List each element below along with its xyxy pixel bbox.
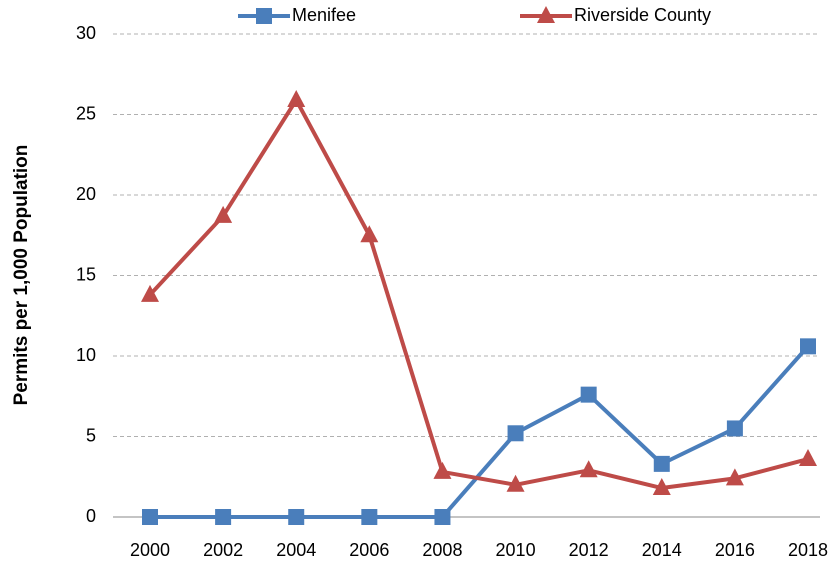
x-tick-label: 2014 <box>642 540 682 560</box>
y-tick-label: 10 <box>76 345 96 365</box>
marker <box>579 460 598 478</box>
x-tick-label: 2000 <box>130 540 170 560</box>
y-tick-label: 20 <box>76 184 96 204</box>
series-line <box>150 345 810 519</box>
y-tick-label: 0 <box>86 506 96 526</box>
y-tick-label: 15 <box>76 264 96 284</box>
marker <box>652 478 671 496</box>
x-tick-label: 2018 <box>788 540 828 560</box>
legend-label: Riverside County <box>574 5 711 25</box>
marker <box>256 8 272 24</box>
marker <box>361 509 378 525</box>
marker <box>799 449 817 467</box>
marker <box>537 6 555 23</box>
marker <box>142 509 158 525</box>
marker <box>141 284 159 302</box>
marker <box>580 386 597 403</box>
x-tick-label: 2016 <box>715 540 755 560</box>
marker <box>507 425 524 442</box>
marker <box>725 468 744 486</box>
legend-label: Menifee <box>292 5 356 25</box>
x-tick-label: 2002 <box>203 540 243 560</box>
y-axis-label: Permits per 1,000 Population <box>11 145 32 406</box>
x-tick-label: 2008 <box>422 540 462 560</box>
marker <box>433 461 452 479</box>
marker <box>726 420 743 437</box>
y-tick-label: 25 <box>76 103 96 123</box>
x-tick-label: 2012 <box>569 540 609 560</box>
marker <box>215 509 232 525</box>
x-tick-label: 2006 <box>349 540 389 560</box>
y-tick-label: 5 <box>86 425 96 445</box>
x-tick-label: 2004 <box>276 540 316 560</box>
marker <box>287 90 306 108</box>
marker <box>506 474 525 492</box>
marker <box>360 225 379 243</box>
marker <box>653 455 670 472</box>
marker <box>288 509 305 525</box>
series-line <box>148 98 809 491</box>
marker <box>434 509 451 525</box>
marker <box>800 338 816 355</box>
marker <box>214 205 233 223</box>
y-tick-label: 30 <box>76 23 96 43</box>
x-tick-label: 2010 <box>496 540 536 560</box>
